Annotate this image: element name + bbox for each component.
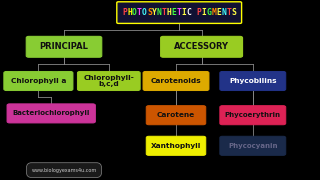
Text: O: O: [142, 8, 147, 17]
Text: Chlorophyll a: Chlorophyll a: [11, 78, 66, 84]
FancyBboxPatch shape: [220, 106, 286, 125]
Text: T: T: [226, 8, 231, 17]
FancyBboxPatch shape: [117, 2, 242, 23]
Text: Y: Y: [152, 8, 157, 17]
Text: Chlorophyll-
b,c,d: Chlorophyll- b,c,d: [84, 75, 134, 87]
Text: E: E: [216, 8, 221, 17]
Text: H: H: [127, 8, 132, 17]
Text: N: N: [221, 8, 226, 17]
Text: T: T: [162, 8, 167, 17]
FancyBboxPatch shape: [146, 136, 206, 155]
Text: P: P: [196, 8, 202, 17]
Text: H: H: [167, 8, 172, 17]
FancyBboxPatch shape: [220, 71, 286, 91]
Text: S: S: [231, 8, 236, 17]
FancyBboxPatch shape: [146, 106, 206, 125]
Text: Carotene: Carotene: [157, 112, 195, 118]
Text: Carotenoids: Carotenoids: [151, 78, 201, 84]
Text: M: M: [212, 8, 216, 17]
Text: Bacteriochlorophyll: Bacteriochlorophyll: [12, 110, 90, 116]
FancyBboxPatch shape: [143, 71, 209, 91]
Text: Phycobilins: Phycobilins: [229, 78, 276, 84]
FancyBboxPatch shape: [7, 104, 95, 123]
Text: Phycocyanin: Phycocyanin: [228, 143, 277, 149]
Text: Xanthophyll: Xanthophyll: [151, 143, 201, 149]
Text: T: T: [137, 8, 142, 17]
FancyBboxPatch shape: [4, 71, 73, 91]
Text: E: E: [172, 8, 177, 17]
Text: O: O: [132, 8, 137, 17]
Text: S: S: [147, 8, 152, 17]
FancyBboxPatch shape: [77, 71, 140, 91]
Text: G: G: [206, 8, 212, 17]
Text: ACCESSORY: ACCESSORY: [174, 42, 229, 51]
FancyBboxPatch shape: [220, 136, 286, 155]
FancyBboxPatch shape: [161, 36, 243, 57]
Text: I: I: [202, 8, 206, 17]
Text: PRINCIPAL: PRINCIPAL: [40, 42, 88, 51]
Text: www.biologyexams4u.com: www.biologyexams4u.com: [31, 168, 97, 173]
Text: C: C: [187, 8, 192, 17]
Text: T: T: [177, 8, 182, 17]
Text: N: N: [157, 8, 162, 17]
Text: Phycoerythrin: Phycoerythrin: [225, 112, 281, 118]
FancyBboxPatch shape: [26, 36, 102, 57]
Text: I: I: [182, 8, 187, 17]
Text: P: P: [122, 8, 127, 17]
